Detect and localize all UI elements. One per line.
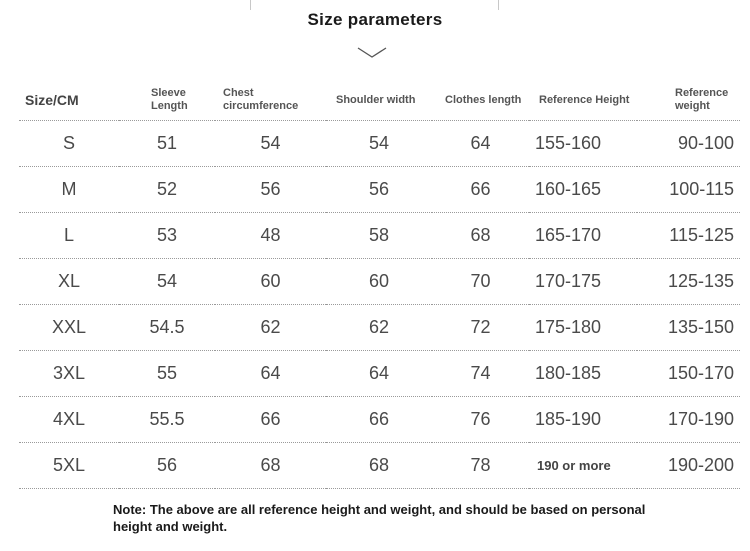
cell-sleeve-length: 55.5 — [119, 396, 215, 443]
cell-shoulder-width: 60 — [326, 258, 432, 305]
cell-sleeve-length: 56 — [119, 442, 215, 489]
cell-shoulder-width: 68 — [326, 442, 432, 489]
cell-chest: 48 — [215, 212, 326, 259]
table-row: 5XL 56 68 68 78 190 or more 190-200 — [19, 442, 740, 489]
cell-chest: 68 — [215, 442, 326, 489]
column-header-reference-weight: Reference weight — [637, 80, 740, 121]
cell-reference-weight: 135-150 — [637, 304, 740, 351]
cell-reference-height: 155-160 — [529, 120, 637, 167]
cell-size: XL — [19, 258, 119, 305]
table-row: 4XL 55.5 66 66 76 185-190 170-190 — [19, 396, 740, 443]
size-table: Size/CM Sleeve Length Chest circumferenc… — [19, 80, 740, 489]
cell-reference-weight: 100-115 — [637, 166, 740, 213]
cell-chest: 60 — [215, 258, 326, 305]
cell-sleeve-length: 55 — [119, 350, 215, 397]
cell-clothes-length: 78 — [432, 442, 529, 489]
size-note: Note: The above are all reference height… — [113, 502, 646, 534]
cell-clothes-length: 66 — [432, 166, 529, 213]
cell-clothes-length: 68 — [432, 212, 529, 259]
table-row: XL 54 60 60 70 170-175 125-135 — [19, 258, 740, 305]
cell-clothes-length: 74 — [432, 350, 529, 397]
cell-size: XXL — [19, 304, 119, 351]
cell-reference-height: 170-175 — [529, 258, 637, 305]
cell-sleeve-length: 54 — [119, 258, 215, 305]
cell-chest: 62 — [215, 304, 326, 351]
frame-tick-right — [498, 0, 499, 10]
cell-reference-weight: 170-190 — [637, 396, 740, 443]
cell-size: 5XL — [19, 442, 119, 489]
frame-tick-left — [250, 0, 251, 10]
cell-shoulder-width: 54 — [326, 120, 432, 167]
cell-reference-height: 190 or more — [529, 442, 637, 489]
column-header-chest: Chest circumference — [215, 80, 326, 121]
cell-reference-height: 180-185 — [529, 350, 637, 397]
cell-shoulder-width: 66 — [326, 396, 432, 443]
cell-sleeve-length: 53 — [119, 212, 215, 259]
table-row: 3XL 55 64 64 74 180-185 150-170 — [19, 350, 740, 397]
cell-sleeve-length: 51 — [119, 120, 215, 167]
cell-reference-height: 165-170 — [529, 212, 637, 259]
column-header-sleeve-length: Sleeve Length — [119, 80, 215, 121]
cell-size: 4XL — [19, 396, 119, 443]
table-row: S 51 54 54 64 155-160 90-100 — [19, 120, 740, 167]
cell-reference-height: 175-180 — [529, 304, 637, 351]
cell-chest: 54 — [215, 120, 326, 167]
cell-clothes-length: 72 — [432, 304, 529, 351]
cell-clothes-length: 76 — [432, 396, 529, 443]
cell-size: S — [19, 120, 119, 167]
cell-reference-height: 185-190 — [529, 396, 637, 443]
table-header-row: Size/CM Sleeve Length Chest circumferenc… — [19, 80, 740, 121]
cell-reference-height: 160-165 — [529, 166, 637, 213]
cell-chest: 64 — [215, 350, 326, 397]
table-row: XXL 54.5 62 62 72 175-180 135-150 — [19, 304, 740, 351]
column-header-reference-height: Reference Height — [529, 80, 637, 121]
cell-size: M — [19, 166, 119, 213]
cell-reference-weight: 150-170 — [637, 350, 740, 397]
cell-reference-weight: 115-125 — [637, 212, 740, 259]
column-header-size: Size/CM — [19, 80, 119, 121]
cell-shoulder-width: 56 — [326, 166, 432, 213]
column-header-clothes-length: Clothes length — [432, 80, 529, 121]
cell-reference-weight: 190-200 — [637, 442, 740, 489]
cell-chest: 66 — [215, 396, 326, 443]
cell-shoulder-width: 64 — [326, 350, 432, 397]
cell-reference-weight: 90-100 — [637, 120, 740, 167]
column-header-shoulder-width: Shoulder width — [326, 80, 432, 121]
cell-reference-weight: 125-135 — [637, 258, 740, 305]
cell-shoulder-width: 62 — [326, 304, 432, 351]
cell-sleeve-length: 52 — [119, 166, 215, 213]
table-body: S 51 54 54 64 155-160 90-100 M 52 56 56 66 160-165 10… — [19, 120, 740, 489]
cell-shoulder-width: 58 — [326, 212, 432, 259]
chevron-down-icon — [357, 47, 387, 58]
cell-size: L — [19, 212, 119, 259]
cell-clothes-length: 64 — [432, 120, 529, 167]
cell-size: 3XL — [19, 350, 119, 397]
cell-chest: 56 — [215, 166, 326, 213]
table-row: M 52 56 56 66 160-165 100-115 — [19, 166, 740, 213]
cell-clothes-length: 70 — [432, 258, 529, 305]
cell-sleeve-length: 54.5 — [119, 304, 215, 351]
page-title: Size parameters — [307, 10, 443, 29]
table-row: L 53 48 58 68 165-170 115-125 — [19, 212, 740, 259]
